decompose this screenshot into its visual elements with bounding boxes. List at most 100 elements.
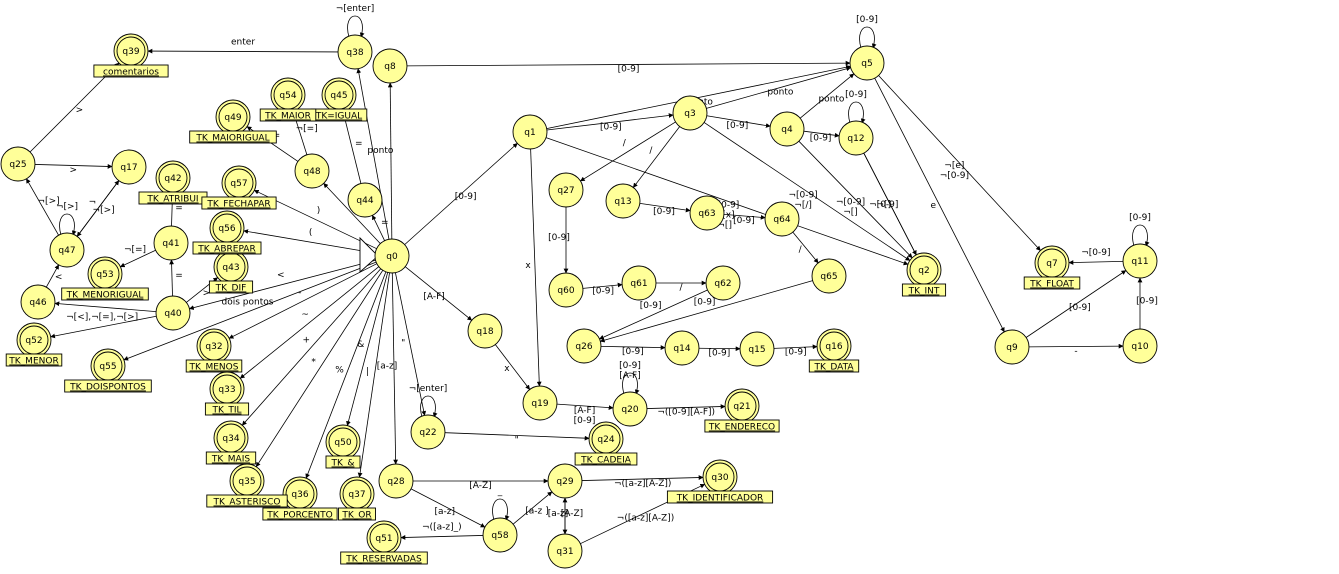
- state-q0[interactable]: q0: [374, 238, 410, 274]
- state-q60[interactable]: q60: [548, 272, 584, 308]
- state-q13[interactable]: q13: [605, 183, 641, 219]
- state-q19[interactable]: q19: [522, 385, 558, 421]
- state-q27[interactable]: q27: [548, 172, 584, 208]
- state-circle: [0, 146, 36, 182]
- transition-layer: [0-9][0-9]ponto¬[enter]enter==>¬[=]=)(<=…: [26, 4, 1158, 545]
- token-box: [338, 507, 376, 521]
- state-q31[interactable]: q31: [547, 533, 583, 569]
- state-q55[interactable]: q55: [90, 348, 126, 384]
- transition-label: ): [317, 206, 321, 216]
- transition-q4-q5: ponto: [799, 73, 855, 119]
- transition-label: [0-9]: [600, 122, 622, 132]
- transition-arrow: [404, 143, 518, 245]
- state-q36[interactable]: q36: [282, 476, 318, 512]
- transition-label: ¬([a-z][A-Z]): [617, 513, 674, 523]
- state-q43[interactable]: q43: [213, 249, 249, 285]
- state-q24[interactable]: q24: [588, 421, 624, 457]
- token-label-q45: TK=IGUAL: [310, 108, 368, 122]
- state-q46[interactable]: q46: [20, 284, 56, 320]
- state-q56[interactable]: q56: [209, 210, 245, 246]
- state-q18[interactable]: q18: [467, 313, 503, 349]
- token-text: TK_MENORIGUAL: [66, 291, 144, 301]
- state-q53[interactable]: q53: [87, 256, 123, 292]
- state-q35[interactable]: q35: [229, 463, 265, 499]
- state-q37[interactable]: q37: [339, 476, 375, 512]
- state-q9[interactable]: q9: [994, 329, 1030, 365]
- state-circle: [111, 149, 147, 185]
- state-circle: [49, 232, 85, 268]
- state-q4[interactable]: q4: [769, 111, 805, 147]
- transition-arrow: [400, 535, 484, 540]
- transition-arrow: [188, 259, 376, 310]
- state-q17[interactable]: q17: [111, 149, 147, 185]
- state-q3[interactable]: q3: [672, 95, 708, 131]
- state-q29[interactable]: q29: [547, 463, 583, 499]
- state-q5[interactable]: q5: [849, 45, 885, 81]
- transition-label: [0-9]: [733, 216, 755, 226]
- state-q58[interactable]: q58: [482, 517, 518, 553]
- state-q44[interactable]: q44: [347, 182, 383, 218]
- state-q15[interactable]: q15: [739, 331, 775, 367]
- transition-q58-q51: ¬([a-z]_): [400, 523, 484, 540]
- state-q40[interactable]: q40: [155, 295, 191, 331]
- state-q61[interactable]: q61: [621, 265, 657, 301]
- state-q45[interactable]: q45: [321, 77, 357, 113]
- state-q7[interactable]: q7: [1034, 245, 1070, 281]
- state-q62[interactable]: q62: [705, 265, 741, 301]
- state-q20[interactable]: q20: [612, 391, 648, 427]
- state-q26[interactable]: q26: [566, 328, 602, 364]
- transition-q20-q20: [0-9][A-F]: [619, 361, 641, 395]
- state-q10[interactable]: q10: [1122, 328, 1158, 364]
- state-q16[interactable]: q16: [816, 328, 852, 364]
- state-q39[interactable]: q39: [113, 33, 149, 69]
- state-q28[interactable]: q28: [378, 463, 414, 499]
- state-q51[interactable]: q51: [366, 520, 402, 556]
- state-label: q19: [531, 399, 548, 409]
- transition-q3-q5: ponto: [706, 66, 852, 109]
- state-q34[interactable]: q34: [213, 420, 249, 456]
- state-q30[interactable]: q30: [702, 459, 738, 495]
- state-q33[interactable]: q33: [209, 371, 245, 407]
- state-q22[interactable]: q22: [410, 414, 446, 450]
- transition-q11-q7: ¬[0-9]: [1068, 248, 1124, 265]
- transition-q0-q36: %: [305, 271, 387, 479]
- transition-label: /: [623, 139, 627, 149]
- transition-q0-q1: [0-9]: [404, 143, 518, 245]
- token-box: [61, 287, 149, 301]
- transition-label: ¬[0-9]: [788, 190, 817, 200]
- state-q64[interactable]: q64: [764, 201, 800, 237]
- state-q11[interactable]: q11: [1122, 243, 1158, 279]
- state-q2[interactable]: q2: [906, 252, 942, 288]
- state-q38[interactable]: q38: [337, 34, 373, 70]
- transition-q25-q17: >: [34, 164, 113, 175]
- state-q1[interactable]: q1: [512, 114, 548, 150]
- state-q32[interactable]: q32: [196, 328, 232, 364]
- state-q63[interactable]: q63: [689, 195, 725, 231]
- transition-arrow: [512, 491, 553, 525]
- state-q14[interactable]: q14: [664, 330, 700, 366]
- state-q50[interactable]: q50: [325, 424, 361, 460]
- state-q8[interactable]: q8: [372, 48, 408, 84]
- state-q49[interactable]: q49: [215, 99, 251, 135]
- state-q21[interactable]: q21: [724, 388, 760, 424]
- state-q52[interactable]: q52: [16, 322, 52, 358]
- transition-label: ¬[enter]: [409, 384, 448, 394]
- transition-q22-q22: ¬[enter]: [409, 384, 448, 418]
- state-q12[interactable]: q12: [838, 120, 874, 156]
- state-q54[interactable]: q54: [270, 77, 306, 113]
- state-q47[interactable]: q47: [49, 232, 85, 268]
- transition-label: -: [1074, 346, 1077, 356]
- state-circle: [482, 517, 518, 553]
- transition-q13-q63: [0-9]: [639, 203, 691, 217]
- state-q48[interactable]: q48: [294, 153, 330, 189]
- state-q41[interactable]: q41: [153, 225, 189, 261]
- state-q57[interactable]: q57: [221, 165, 257, 201]
- token-box: [262, 507, 338, 521]
- state-q42[interactable]: q42: [155, 160, 191, 196]
- token-text: TK_MAIORIGUAL: [195, 134, 269, 144]
- token-text: TK_MAIOR: [264, 112, 311, 122]
- state-q65[interactable]: q65: [811, 258, 847, 294]
- state-label: q47: [58, 246, 75, 256]
- state-circle: [1122, 243, 1158, 279]
- state-q25[interactable]: q25: [0, 146, 36, 182]
